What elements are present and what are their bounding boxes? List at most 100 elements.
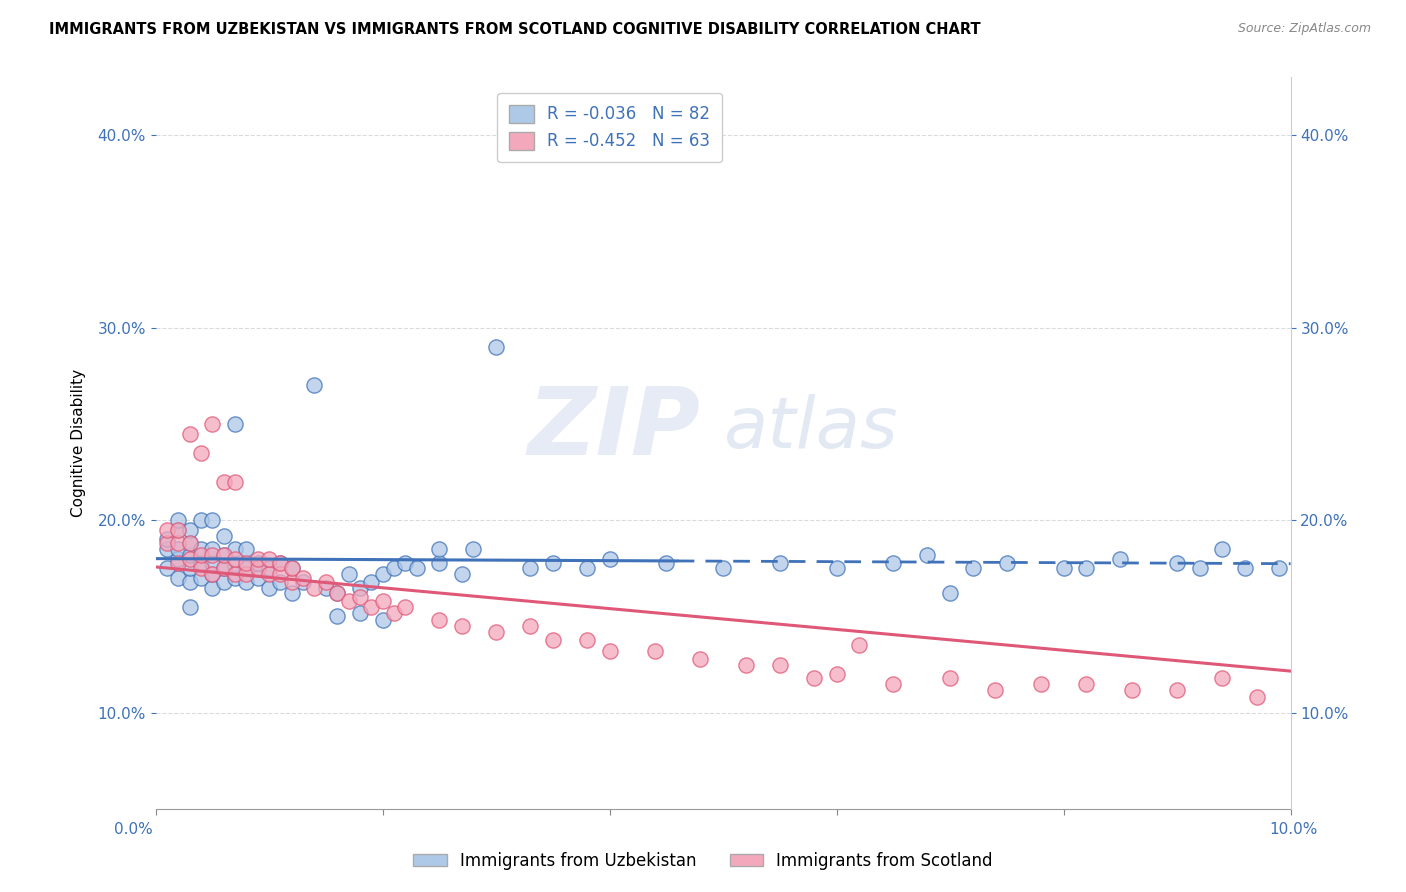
Point (485, 340, 508, 354)
Point (224, 542, 246, 557)
Point (882, 556, 904, 570)
Point (427, 542, 450, 557)
Point (281, 561, 304, 575)
Point (190, 556, 212, 570)
Point (246, 561, 269, 575)
Point (269, 574, 291, 589)
Point (711, 561, 734, 575)
Point (575, 561, 598, 575)
Text: ZIP: ZIP (527, 383, 700, 475)
Point (167, 542, 190, 557)
Point (167, 523, 190, 537)
Text: 10.0%: 10.0% (1270, 822, 1317, 837)
Point (360, 574, 382, 589)
Point (769, 556, 792, 570)
Point (371, 567, 394, 582)
Point (882, 677, 904, 691)
Text: 0.0%: 0.0% (114, 822, 153, 837)
Point (962, 561, 984, 575)
Point (1188, 561, 1211, 575)
Point (224, 558, 246, 572)
Point (156, 533, 179, 547)
Point (224, 475, 246, 489)
Point (371, 594, 394, 608)
Point (337, 567, 360, 582)
Point (156, 561, 179, 575)
Point (212, 548, 235, 562)
Point (599, 644, 621, 658)
Point (212, 561, 235, 575)
Point (224, 567, 246, 582)
Point (235, 567, 257, 582)
Point (179, 426, 201, 441)
Point (167, 571, 190, 585)
Point (235, 574, 257, 589)
Point (427, 613, 450, 627)
Point (190, 513, 212, 527)
Point (519, 619, 541, 633)
Point (371, 613, 394, 627)
Point (257, 561, 280, 575)
Point (917, 548, 939, 562)
Point (201, 556, 224, 570)
Point (485, 624, 508, 639)
Point (382, 606, 405, 620)
Point (451, 567, 474, 582)
Point (689, 652, 711, 666)
Point (246, 556, 269, 570)
Point (1268, 561, 1291, 575)
Point (1246, 690, 1268, 705)
Point (575, 632, 598, 647)
Point (734, 657, 756, 672)
Point (156, 536, 179, 550)
Point (1076, 561, 1098, 575)
Legend: R = -0.036   N = 82, R = -0.452   N = 63: R = -0.036 N = 82, R = -0.452 N = 63 (498, 93, 721, 162)
Point (190, 571, 212, 585)
Point (304, 581, 326, 595)
Point (246, 571, 269, 585)
Point (1234, 561, 1257, 575)
Point (405, 561, 427, 575)
Point (269, 556, 291, 570)
Point (825, 561, 848, 575)
Point (179, 574, 201, 589)
Point (224, 417, 246, 431)
Point (326, 586, 349, 600)
Point (235, 556, 257, 570)
Point (451, 619, 474, 633)
Point (315, 574, 337, 589)
Text: Source: ZipAtlas.com: Source: ZipAtlas.com (1237, 22, 1371, 36)
Point (427, 556, 450, 570)
Point (179, 523, 201, 537)
Point (201, 567, 224, 582)
Point (1211, 542, 1233, 557)
Point (599, 551, 621, 566)
Point (257, 567, 280, 582)
Point (326, 609, 349, 624)
Point (315, 581, 337, 595)
Point (212, 574, 235, 589)
Point (292, 571, 315, 585)
Point (1052, 561, 1074, 575)
Point (1121, 682, 1143, 697)
Point (1211, 671, 1233, 685)
Text: atlas: atlas (723, 394, 897, 463)
Point (156, 542, 179, 557)
Point (281, 574, 304, 589)
Point (995, 556, 1018, 570)
Point (224, 571, 246, 585)
Point (984, 682, 1007, 697)
Point (1166, 682, 1188, 697)
Point (269, 567, 291, 582)
Point (644, 644, 666, 658)
Point (201, 567, 224, 582)
Point (201, 542, 224, 557)
Point (360, 599, 382, 614)
Point (382, 561, 405, 575)
Point (224, 551, 246, 566)
Point (337, 594, 360, 608)
Point (212, 528, 235, 542)
Point (179, 536, 201, 550)
Point (156, 523, 179, 537)
Point (167, 551, 190, 566)
